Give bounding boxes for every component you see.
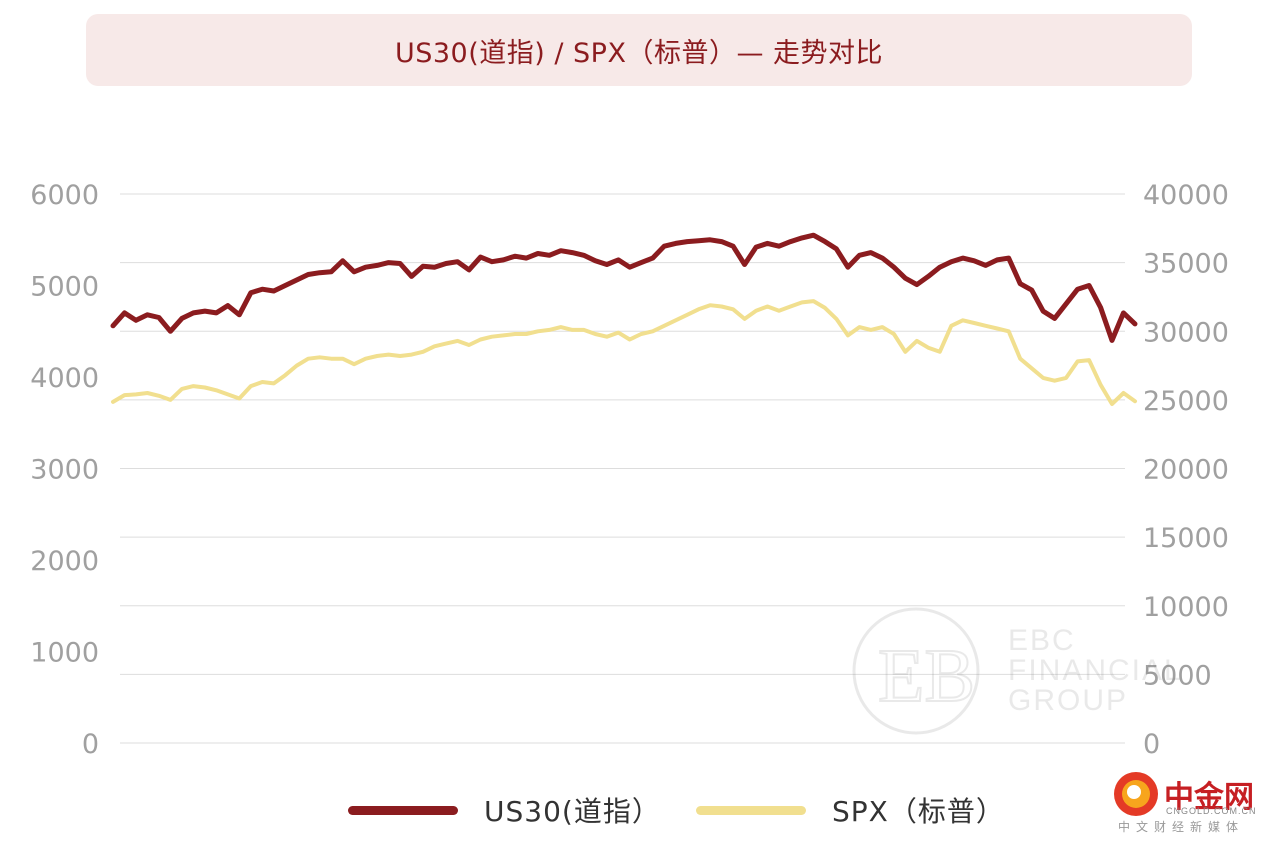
left-axis-tick-label: 5000 bbox=[30, 272, 99, 303]
cngold-logo-tagline: 中文财经新媒体 bbox=[1118, 820, 1245, 834]
series-line-spx bbox=[111, 299, 1137, 406]
left-axis-tick-label: 1000 bbox=[30, 638, 99, 669]
chart-legend: US30(道指） SPX（标普） bbox=[0, 790, 1269, 830]
series-line-us30 bbox=[110, 232, 1138, 343]
right-axis-tick-label: 0 bbox=[1143, 729, 1160, 760]
series-lines bbox=[110, 232, 1138, 406]
left-axis-tick-label: 0 bbox=[82, 729, 99, 760]
watermark-line-2: FINANCIAL bbox=[1008, 654, 1183, 687]
legend-swatch-spx bbox=[696, 805, 806, 815]
ebc-watermark: EB EBC FINANCIAL GROUP bbox=[850, 605, 1181, 735]
right-axis-tick-label: 35000 bbox=[1143, 249, 1229, 280]
right-axis-tick-label: 40000 bbox=[1143, 180, 1229, 211]
svg-text:EB: EB bbox=[878, 634, 975, 718]
legend-label-spx: SPX（标普） bbox=[832, 795, 1005, 828]
left-axis-tick-label: 2000 bbox=[30, 546, 99, 577]
watermark-line-3: GROUP bbox=[1008, 684, 1129, 717]
right-axis-tick-label: 30000 bbox=[1143, 317, 1229, 348]
watermark-line-1: EBC bbox=[1008, 624, 1076, 657]
legend-label-us30: US30(道指） bbox=[484, 795, 661, 828]
right-axis-ticks: 0 5000 10000 15000 20000 25000 30000 35000 40000 bbox=[1143, 180, 1229, 760]
right-axis-tick-label: 15000 bbox=[1143, 523, 1229, 554]
cngold-logo-icon bbox=[1114, 772, 1158, 816]
left-axis-tick-label: 6000 bbox=[30, 180, 99, 211]
ebc-logo-icon: EB bbox=[852, 607, 980, 735]
cngold-logo: 中金网 CNGOLD.COM.CN 中文财经新媒体 bbox=[1110, 770, 1260, 836]
legend-swatch-us30 bbox=[348, 805, 458, 815]
legend-item-us30: US30(道指） bbox=[348, 790, 661, 830]
left-axis-ticks: 0 1000 2000 3000 4000 5000 6000 bbox=[30, 180, 99, 760]
right-axis-tick-label: 20000 bbox=[1143, 455, 1229, 486]
right-axis-tick-label: 25000 bbox=[1143, 386, 1229, 417]
chart-title-banner: US30(道指) / SPX（标普）— 走势对比 bbox=[86, 14, 1192, 86]
chart-title: US30(道指) / SPX（标普）— 走势对比 bbox=[394, 37, 884, 69]
legend-item-spx: SPX（标普） bbox=[696, 790, 1005, 830]
left-axis-tick-label: 4000 bbox=[30, 363, 99, 394]
cngold-logo-domain: CNGOLD.COM.CN bbox=[1166, 806, 1257, 816]
right-axis-tick-label: 5000 bbox=[1143, 660, 1212, 691]
right-axis-tick-label: 10000 bbox=[1143, 592, 1229, 623]
left-axis-tick-label: 3000 bbox=[30, 455, 99, 486]
cngold-logo-name: 中金网 bbox=[1164, 780, 1254, 815]
